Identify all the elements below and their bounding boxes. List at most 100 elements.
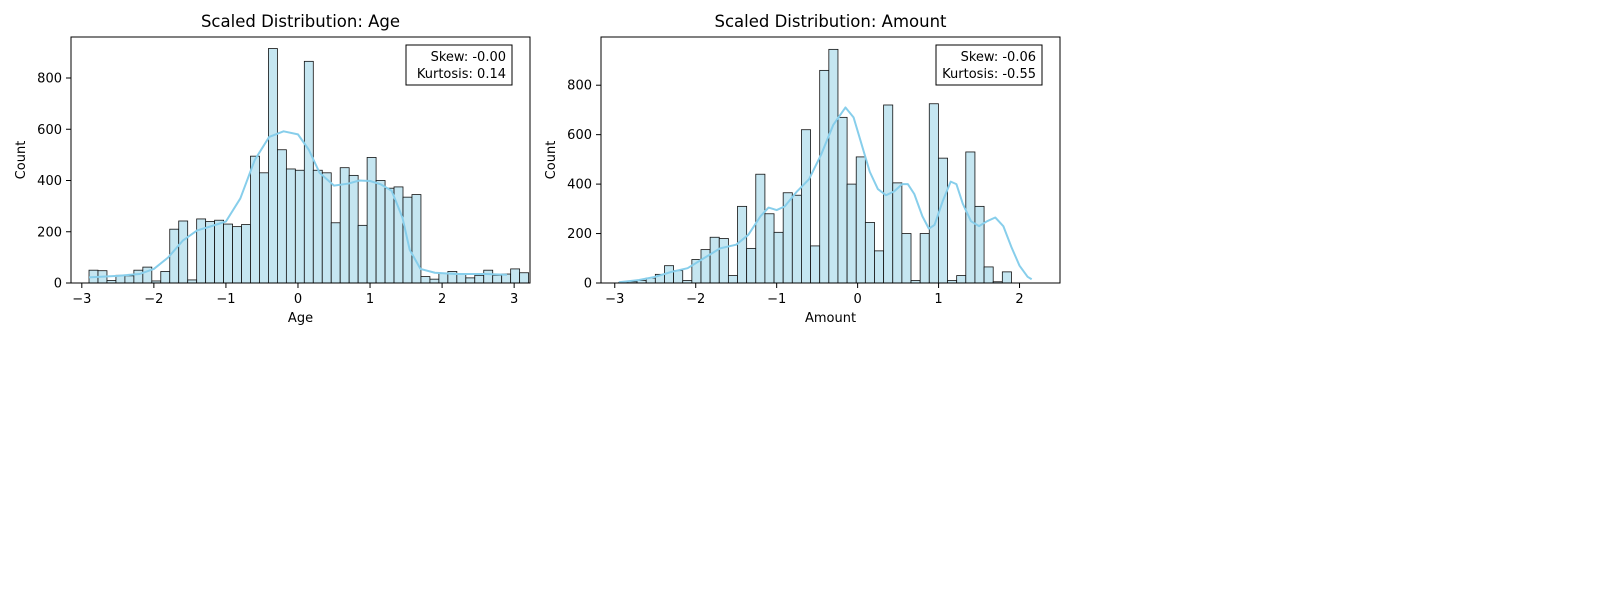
histogram-bar bbox=[348, 174, 359, 284]
stats-annotation: Skew: -0.00 Kurtosis: 0.14 bbox=[405, 44, 513, 86]
histogram-bar bbox=[366, 157, 377, 284]
histogram-bar bbox=[312, 169, 323, 284]
histogram-bar bbox=[864, 222, 875, 284]
histogram-bar bbox=[429, 278, 440, 284]
x-tick-label: 3 bbox=[510, 292, 518, 307]
histogram-bar bbox=[874, 250, 885, 284]
histogram-bar bbox=[956, 275, 967, 284]
y-axis-label: Count bbox=[14, 141, 29, 180]
histogram-bar bbox=[810, 245, 821, 284]
x-tick-label: −2 bbox=[686, 292, 705, 307]
x-tick-label: 1 bbox=[934, 292, 942, 307]
histogram-bar bbox=[420, 276, 431, 284]
histogram-bar bbox=[223, 223, 233, 284]
histogram-bars bbox=[88, 48, 529, 284]
x-tick-label: 2 bbox=[1015, 292, 1023, 307]
histogram-bar bbox=[901, 233, 912, 284]
x-axis-ticks: −3 −2 −1 0 1 2 bbox=[605, 283, 1024, 307]
histogram-bar bbox=[938, 157, 948, 284]
annotation-box bbox=[405, 44, 513, 86]
histogram-bar bbox=[321, 172, 332, 284]
kurtosis-label: Kurtosis: -0.55 bbox=[942, 67, 1036, 82]
histogram-bar bbox=[773, 231, 784, 284]
histogram-bar bbox=[250, 155, 260, 284]
x-tick-label: −3 bbox=[605, 292, 624, 307]
kde-line bbox=[88, 130, 507, 279]
histogram-bar bbox=[727, 275, 738, 284]
histogram-bar bbox=[983, 266, 994, 284]
x-tick-label: −1 bbox=[216, 292, 235, 307]
histogram-bar bbox=[1001, 271, 1012, 284]
kurtosis-label: Kurtosis: 0.14 bbox=[417, 67, 506, 82]
y-axis-ticks: 0 200 400 600 800 bbox=[37, 72, 71, 292]
histogram-bar bbox=[746, 247, 757, 284]
histogram-bar bbox=[438, 272, 449, 284]
histogram-bar bbox=[160, 271, 171, 284]
histogram-bar bbox=[357, 224, 368, 284]
histogram-bar bbox=[214, 219, 224, 284]
chart-amount: −3 −2 −1 0 1 2 0 200 400 600 800 Scaled Distributio… bbox=[544, 12, 1061, 326]
y-tick-label: 400 bbox=[37, 174, 62, 189]
histogram-bar bbox=[737, 205, 748, 284]
x-axis-label: Amount bbox=[805, 311, 856, 326]
x-tick-label: −1 bbox=[767, 292, 786, 307]
y-tick-label: 800 bbox=[37, 72, 62, 87]
histogram-bar bbox=[519, 272, 529, 284]
y-tick-label: 400 bbox=[567, 178, 592, 193]
y-tick-label: 0 bbox=[584, 277, 592, 292]
histogram-bar bbox=[384, 187, 395, 284]
histogram-bar bbox=[718, 238, 729, 284]
chart-title: Scaled Distribution: Amount bbox=[714, 12, 947, 31]
histogram-bar bbox=[456, 273, 467, 284]
histogram-bar bbox=[268, 48, 278, 284]
chart-title: Scaled Distribution: Age bbox=[201, 12, 400, 31]
y-tick-label: 800 bbox=[567, 79, 592, 94]
histogram-bar bbox=[303, 60, 314, 284]
annotation-box bbox=[935, 44, 1043, 86]
histogram-bar bbox=[330, 222, 341, 284]
x-tick-label: 1 bbox=[366, 292, 374, 307]
histogram-bar bbox=[828, 48, 839, 284]
stats-annotation: Skew: -0.06 Kurtosis: -0.55 bbox=[935, 44, 1043, 86]
histogram-bar bbox=[169, 228, 180, 284]
x-axis-label: Age bbox=[288, 311, 313, 326]
histogram-bar bbox=[965, 151, 976, 284]
y-tick-label: 600 bbox=[37, 123, 62, 138]
histogram-bar bbox=[375, 180, 386, 284]
histogram-bar bbox=[241, 224, 251, 284]
skew-label: Skew: -0.00 bbox=[431, 50, 506, 65]
histogram-bar bbox=[892, 182, 903, 284]
axes-frame bbox=[600, 36, 1061, 284]
histogram-bar bbox=[492, 274, 503, 284]
histogram-bar bbox=[205, 221, 216, 284]
histogram-bar bbox=[791, 194, 802, 284]
chart-age: −3 −2 −1 0 1 2 3 0 200 400 600 800 Scaled Distributi… bbox=[14, 12, 531, 326]
x-tick-label: −2 bbox=[144, 292, 163, 307]
histogram-bar bbox=[124, 275, 135, 284]
histogram-bar bbox=[974, 205, 985, 284]
histogram-bar bbox=[919, 233, 930, 284]
histogram-bar bbox=[294, 169, 305, 284]
histogram-bar bbox=[474, 274, 485, 284]
y-tick-label: 0 bbox=[54, 277, 62, 292]
histogram-bar bbox=[285, 168, 296, 284]
kde-line bbox=[618, 106, 1033, 284]
histogram-bar bbox=[483, 269, 494, 284]
histogram-bar bbox=[259, 172, 269, 284]
y-axis-label: Count bbox=[544, 141, 559, 180]
x-tick-label: 0 bbox=[853, 292, 861, 307]
histogram-bar bbox=[133, 269, 144, 284]
histogram-bar bbox=[801, 129, 811, 284]
histogram-bar bbox=[178, 220, 189, 284]
histogram-bar bbox=[465, 277, 476, 284]
histogram-bar bbox=[764, 213, 775, 284]
histogram-bar bbox=[277, 149, 287, 284]
y-tick-label: 600 bbox=[567, 128, 592, 143]
x-axis-ticks: −3 −2 −1 0 1 2 3 bbox=[72, 283, 518, 307]
histogram-bar bbox=[819, 69, 830, 284]
skew-label: Skew: -0.06 bbox=[961, 50, 1036, 65]
histogram-bar bbox=[673, 270, 684, 284]
x-tick-label: −3 bbox=[72, 292, 91, 307]
y-tick-label: 200 bbox=[567, 227, 592, 242]
histogram-bar bbox=[837, 116, 848, 284]
